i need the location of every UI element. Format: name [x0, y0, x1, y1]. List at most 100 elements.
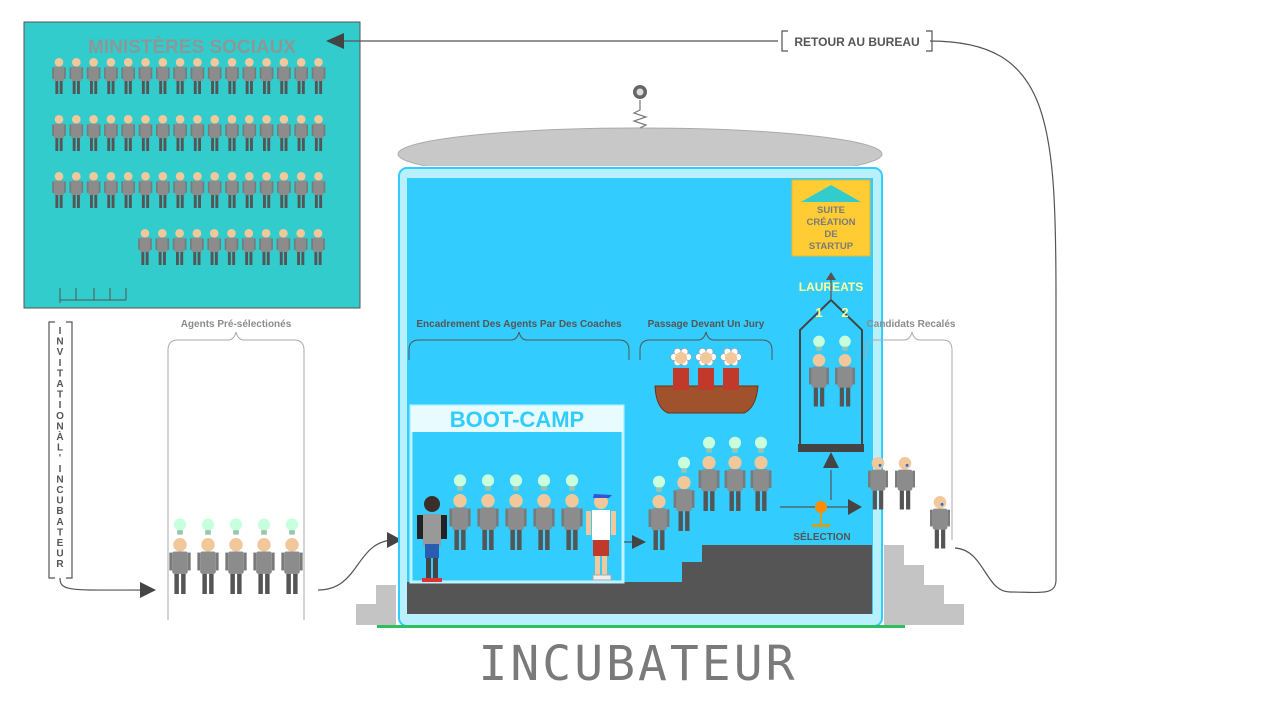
agent-figure [259, 115, 274, 151]
agent-figure [277, 58, 291, 94]
agent-figure [104, 58, 118, 94]
agent-figure [259, 172, 274, 208]
agent-figure [225, 58, 239, 94]
selection-arrowhead-up [823, 452, 839, 468]
agent-figure [69, 172, 84, 208]
svg-text:E: E [57, 538, 64, 549]
agent-figure [224, 229, 239, 265]
agent-figure [311, 229, 325, 265]
ministry-agents [52, 58, 326, 265]
coaching-label: Encadrement Des Agents Par Des Coaches [416, 319, 622, 330]
agent-figure [835, 335, 855, 407]
agent-figure [225, 172, 239, 208]
laureate-number-2: 2 [841, 305, 848, 320]
agent-figure [155, 229, 170, 265]
jury-label: Passage Devant Un Jury [648, 319, 765, 330]
bootcamp-label: BOOT-CAMP [450, 407, 584, 432]
agent-figure [311, 172, 326, 208]
selection-arrowhead-right [848, 499, 862, 515]
agent-figure [69, 115, 84, 151]
agent-figure [809, 335, 829, 407]
agent-figure [277, 172, 291, 208]
incubator-stairs [407, 545, 872, 614]
incubator-title: INCUBATEUR [479, 636, 798, 692]
svg-text:N: N [56, 421, 63, 432]
agent-figure [52, 172, 66, 208]
svg-text:N: N [56, 474, 63, 485]
agent-figure [207, 229, 222, 265]
svg-text:I: I [59, 326, 62, 337]
agent-figure [138, 172, 153, 208]
agent-figure [673, 456, 695, 531]
agent-figure [121, 115, 136, 151]
svg-text:T: T [57, 390, 63, 401]
judge-figure [720, 348, 742, 390]
agent-figure [259, 58, 274, 94]
invitation-arrowhead [140, 582, 156, 598]
rejected-bracket [865, 331, 953, 540]
agent-figure [190, 229, 204, 265]
agent-figure [724, 436, 746, 511]
agent-figure [276, 229, 291, 265]
agent-figure [190, 172, 205, 208]
agent-figure [259, 229, 273, 265]
jury-judges [670, 348, 742, 390]
agent-figure [169, 518, 191, 594]
agent-figure [155, 172, 170, 208]
svg-text:N: N [56, 337, 63, 348]
svg-text:U: U [56, 496, 63, 507]
preselected-label: Agents Pré-sélectionés [181, 319, 292, 330]
laureate-agents [809, 335, 855, 407]
startup-line-3: DE [824, 229, 837, 240]
antenna-spring [632, 100, 648, 129]
agent-figure [69, 58, 84, 94]
agent-figure [190, 58, 205, 94]
svg-text:À: À [56, 430, 63, 443]
return-to-office-label: RETOUR AU BUREAU [794, 35, 919, 49]
ministry-title: MINISTÈRES SOCIAUX [88, 36, 296, 58]
return-arrowhead [326, 33, 344, 49]
agent-figure [190, 115, 205, 151]
agent-figure [930, 496, 950, 549]
svg-text:T: T [57, 368, 63, 379]
selection-lever-knob [815, 501, 827, 513]
bootcamp-box [409, 404, 625, 584]
agent-figure [533, 474, 555, 550]
coach-right [586, 494, 616, 581]
selection-label: SÉLECTION [793, 530, 850, 543]
agent-figure [477, 474, 499, 550]
jury-bracket [639, 331, 773, 360]
agent-figure [207, 172, 222, 208]
rejected-agents [868, 457, 950, 549]
agent-figure [172, 229, 187, 265]
startup-link-head [826, 272, 836, 280]
antenna-light-inner [636, 88, 644, 96]
invitation-arrow [59, 577, 151, 591]
bootcamp-header [411, 406, 623, 432]
agent-figure [173, 115, 187, 151]
jury-candidates [648, 436, 772, 550]
agent-figure [173, 172, 187, 208]
agent-figure [311, 58, 326, 94]
return-label-bracket [781, 30, 933, 52]
startup-line-1: SUITE [817, 205, 845, 216]
agent-figure [505, 474, 527, 550]
rejected-label: Candidats Recalés [867, 319, 956, 330]
to-jury-arrowhead [632, 535, 646, 549]
agent-figure [225, 518, 247, 594]
agent-figure [207, 58, 222, 94]
right-outside-stairs [884, 545, 964, 625]
agent-figure [449, 474, 471, 550]
agent-figure [281, 518, 303, 594]
svg-text:I: I [59, 400, 62, 411]
left-outside-stairs [356, 585, 396, 625]
agent-figure [138, 58, 153, 94]
to-bootcamp-arrow [317, 539, 394, 591]
svg-text:C: C [56, 485, 63, 496]
svg-text:V: V [57, 347, 64, 358]
invitation-bracket [48, 321, 73, 579]
agent-figure [868, 457, 888, 510]
agent-figure [121, 58, 136, 94]
agent-figure [294, 115, 309, 151]
svg-text:R: R [56, 559, 64, 570]
